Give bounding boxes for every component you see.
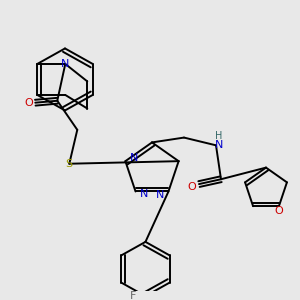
Text: N: N: [61, 59, 70, 69]
Text: O: O: [24, 98, 33, 108]
Text: N: N: [130, 153, 139, 163]
Text: F: F: [130, 291, 136, 300]
Text: N: N: [215, 140, 223, 150]
Text: S: S: [66, 159, 73, 169]
Text: N: N: [156, 190, 165, 200]
Text: H: H: [215, 130, 223, 141]
Text: N: N: [140, 189, 149, 200]
Text: O: O: [274, 206, 283, 216]
Text: O: O: [188, 182, 196, 192]
